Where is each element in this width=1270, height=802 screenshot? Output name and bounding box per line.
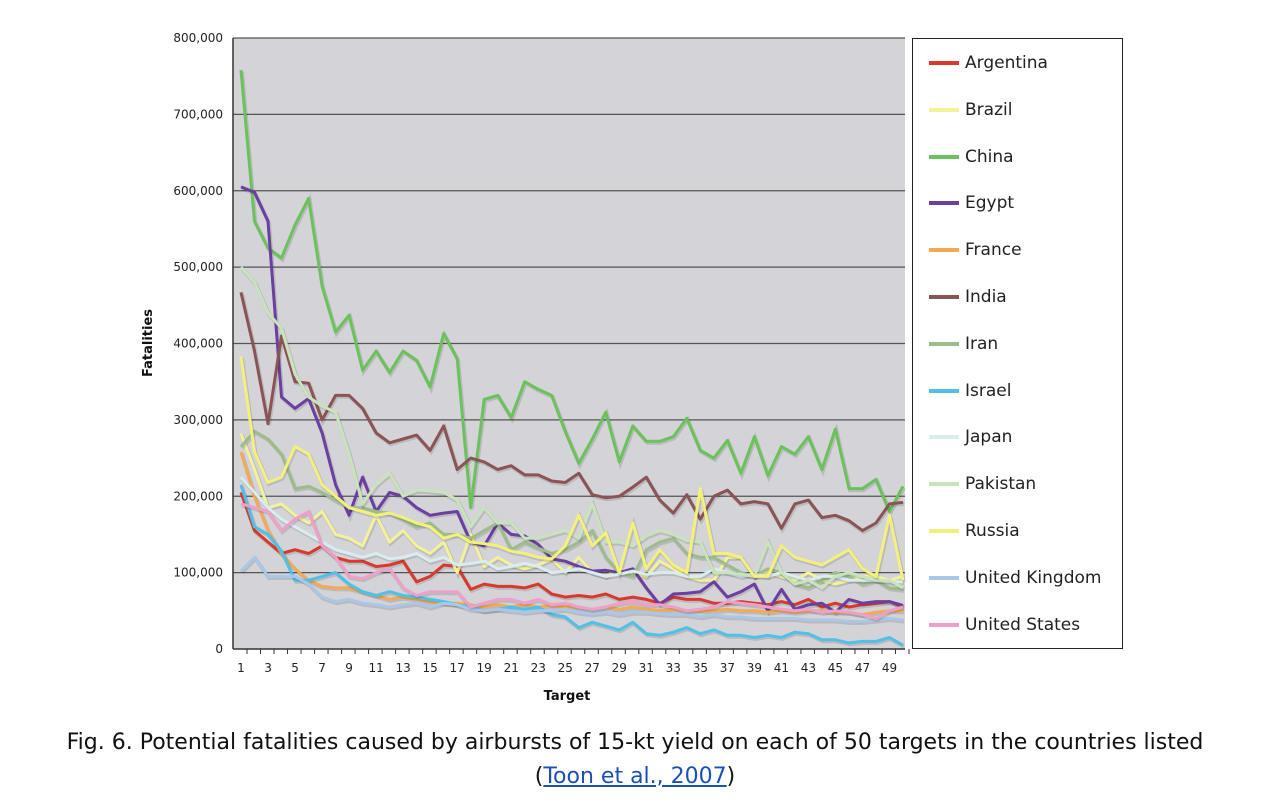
y-tick-label: 600,000 [173,184,223,198]
x-tick-label: 5 [291,661,299,675]
legend-label: Israel [965,380,1012,401]
legend-item: Brazil [929,100,1012,120]
caption-paren-open: ( [534,764,544,789]
legend-swatch [929,622,959,627]
series-line-united-states [240,502,904,620]
y-tick-label: 800,000 [173,31,223,45]
legend-label: Pakistan [965,474,1037,495]
legend-label: Japan [965,427,1013,448]
y-tick-label: 100,000 [173,566,223,580]
series-line-india [239,291,904,533]
legend-label: Argentina [965,53,1048,73]
series-line-israel [239,484,904,647]
legend-label: China [965,146,1014,167]
legend-item: France [929,240,1022,260]
legend-swatch [929,435,959,440]
legend-label: United Kingdom [965,567,1102,588]
x-tick-label: 37 [720,661,735,675]
legend-item: Iran [929,334,998,354]
legend-item: Russia [929,521,1020,541]
x-tick-label: 33 [666,661,681,675]
x-axis-label: Target [544,689,591,704]
legend-swatch [929,295,959,299]
x-tick-label: 49 [882,661,897,675]
legend: Argentina Brazil China Egypt France India Iran… [912,38,1123,649]
legend-swatch [929,529,959,533]
x-tick-label: 41 [774,661,789,675]
legend-swatch [929,388,959,393]
series-line-pakistan [239,266,904,590]
x-tick-label: 39 [747,661,762,675]
legend-item: Pakistan [929,474,1036,494]
y-tick-label: 400,000 [173,337,223,351]
legend-label: France [965,240,1022,261]
x-tick-label: 31 [639,661,654,675]
legend-label: Iran [965,333,999,354]
series-line-china [239,69,905,513]
legend-label: Brazil [965,99,1013,120]
y-tick-label: 0 [215,642,223,656]
y-tick-label: 200,000 [173,489,223,503]
legend-swatch [929,575,959,580]
x-tick-label: 17 [450,661,465,675]
x-tick-label: 45 [828,661,843,675]
legend-label: Egypt [965,193,1015,214]
citation-link[interactable]: Toon et al., 2007 [543,764,727,789]
legend-item: Japan [929,427,1012,447]
x-tick-label: 25 [558,661,573,675]
legend-item: United Kingdom [929,568,1101,588]
x-tick-label: 27 [585,661,600,675]
legend-item: India [929,287,1007,307]
legend-item: Argentina [929,53,1048,73]
legend-item: Israel [929,381,1011,401]
y-tick-label: 300,000 [173,413,223,427]
x-tick-label: 11 [368,661,383,675]
y-tick-label: 700,000 [173,107,223,121]
x-tick-label: 19 [477,661,492,675]
legend-swatch [929,248,959,253]
x-tick-label: 23 [531,661,546,675]
y-axis-label: Fatalities [141,309,156,377]
caption-text: Fig. 6. Potential fatalities caused by a… [66,730,1204,755]
series-line-japan [239,476,903,584]
x-tick-label: 3 [264,661,272,675]
x-tick-label: 47 [855,661,870,675]
legend-swatch [929,341,959,346]
x-tick-label: 29 [612,661,627,675]
x-tick-label: 13 [395,661,410,675]
legend-label: India [965,287,1007,307]
line-chart: 0 100,000 200,000 300,000 400,000 500,000 600,… [141,31,910,704]
legend-swatch [929,61,959,65]
x-tick-label: 9 [345,661,353,675]
caption-paren-close: ) [726,764,736,789]
legend-item: China [929,147,1014,167]
legend-item: Egypt [929,193,1014,213]
legend-swatch [929,154,959,159]
legend-swatch [929,107,959,112]
legend-item: United States [929,615,1080,635]
legend-swatch [929,482,959,487]
x-tick-label: 35 [693,661,708,675]
legend-swatch [929,201,959,206]
y-tick-label: 500,000 [173,260,223,274]
figure-caption: Fig. 6. Potential fatalities caused by a… [0,726,1270,794]
x-tick-label: 43 [801,661,816,675]
x-tick-label: 1 [237,661,245,675]
legend-label: United States [965,614,1081,635]
x-tick-label: 21 [504,661,519,675]
series-line-russia [239,356,905,581]
series-line-united-kingdom [239,555,904,623]
legend-label: Russia [965,521,1020,541]
x-tick-label: 15 [423,661,438,675]
x-tick-label: 7 [318,661,326,675]
